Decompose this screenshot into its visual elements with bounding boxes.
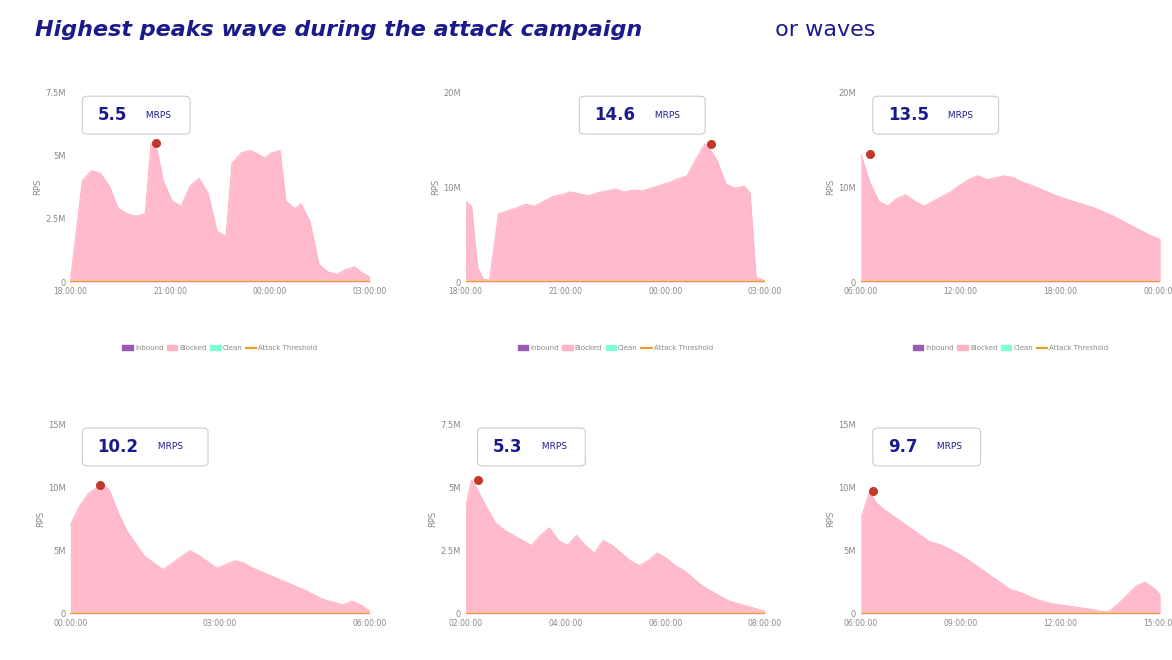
FancyBboxPatch shape [82,428,209,466]
FancyBboxPatch shape [82,96,190,134]
Text: 14.6: 14.6 [594,106,635,124]
Text: MRPS: MRPS [946,111,973,119]
Text: MRPS: MRPS [934,442,962,451]
Y-axis label: RPS: RPS [826,511,836,527]
Text: or waves: or waves [768,20,875,40]
FancyBboxPatch shape [477,428,585,466]
Y-axis label: RPS: RPS [36,511,45,527]
Y-axis label: RPS: RPS [33,179,42,195]
Text: 5.3: 5.3 [492,438,522,456]
Text: 13.5: 13.5 [888,106,928,124]
Text: MRPS: MRPS [155,442,183,451]
Text: 9.7: 9.7 [888,438,918,456]
Text: Highest peaks wave during the attack campaign: Highest peaks wave during the attack cam… [35,20,642,40]
FancyBboxPatch shape [873,96,999,134]
Text: 10.2: 10.2 [97,438,138,456]
Text: MRPS: MRPS [143,111,171,119]
Y-axis label: RPS: RPS [431,179,441,195]
FancyBboxPatch shape [873,428,981,466]
Text: MRPS: MRPS [539,442,566,451]
FancyBboxPatch shape [579,96,706,134]
Text: 5.5: 5.5 [97,106,127,124]
Y-axis label: RPS: RPS [826,179,836,195]
Text: MRPS: MRPS [652,111,680,119]
Y-axis label: RPS: RPS [429,511,437,527]
Legend: Inbound, Blocked, Clean, Attack Threshold: Inbound, Blocked, Clean, Attack Threshol… [120,343,320,354]
Legend: Inbound, Blocked, Clean, Attack Threshold: Inbound, Blocked, Clean, Attack Threshol… [515,343,716,354]
Legend: Inbound, Blocked, Clean, Attack Threshold: Inbound, Blocked, Clean, Attack Threshol… [911,343,1111,354]
